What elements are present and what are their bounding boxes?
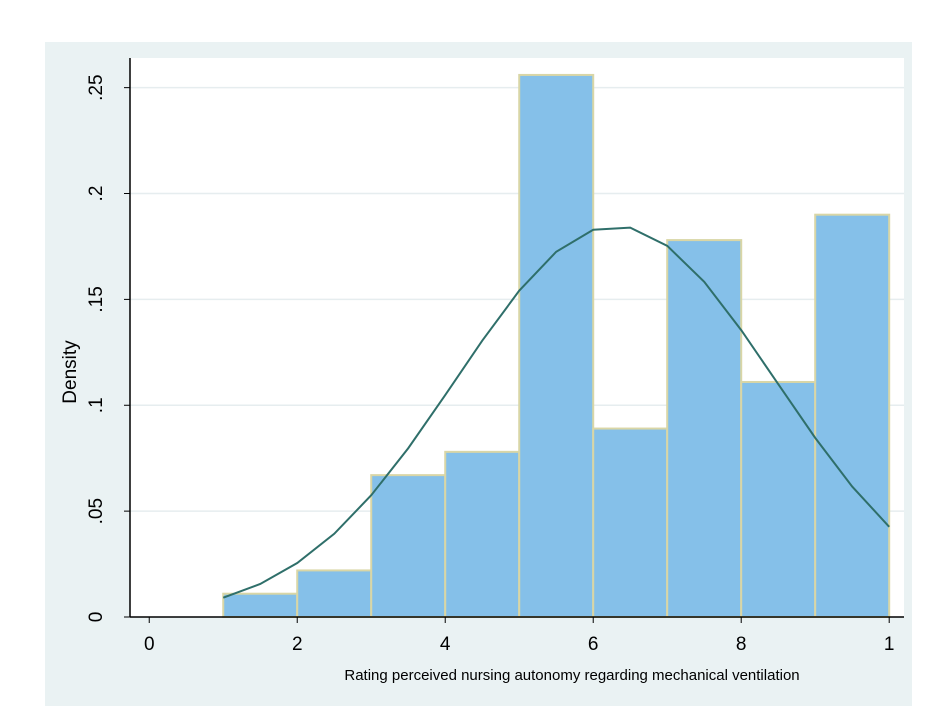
y-tick-label: .25	[86, 74, 107, 100]
y-tick-label: .05	[86, 498, 107, 524]
y-axis-title: Density	[60, 340, 81, 404]
x-tick-label: 6	[588, 634, 599, 655]
bar	[222, 592, 299, 618]
bar	[814, 213, 891, 618]
x-tick-label: 2	[292, 634, 303, 655]
bar	[518, 73, 595, 618]
y-tick-label: .15	[86, 286, 107, 312]
bar	[666, 239, 743, 618]
y-tick-label: 0	[86, 612, 107, 623]
x-tick-label: 8	[736, 634, 747, 655]
bar	[444, 450, 521, 618]
bar	[296, 569, 373, 619]
x-tick-label: 0	[144, 634, 155, 655]
normal-curve	[222, 226, 890, 599]
x-tick-label: 4	[440, 634, 451, 655]
y-tick-label: .2	[86, 186, 107, 202]
bar	[370, 474, 447, 618]
x-axis-title: Rating perceived nursing autonomy regard…	[344, 667, 799, 684]
y-tick-label: .1	[86, 397, 107, 413]
bar	[740, 380, 817, 618]
bar	[592, 427, 669, 619]
x-tick-label: 1	[884, 634, 895, 655]
